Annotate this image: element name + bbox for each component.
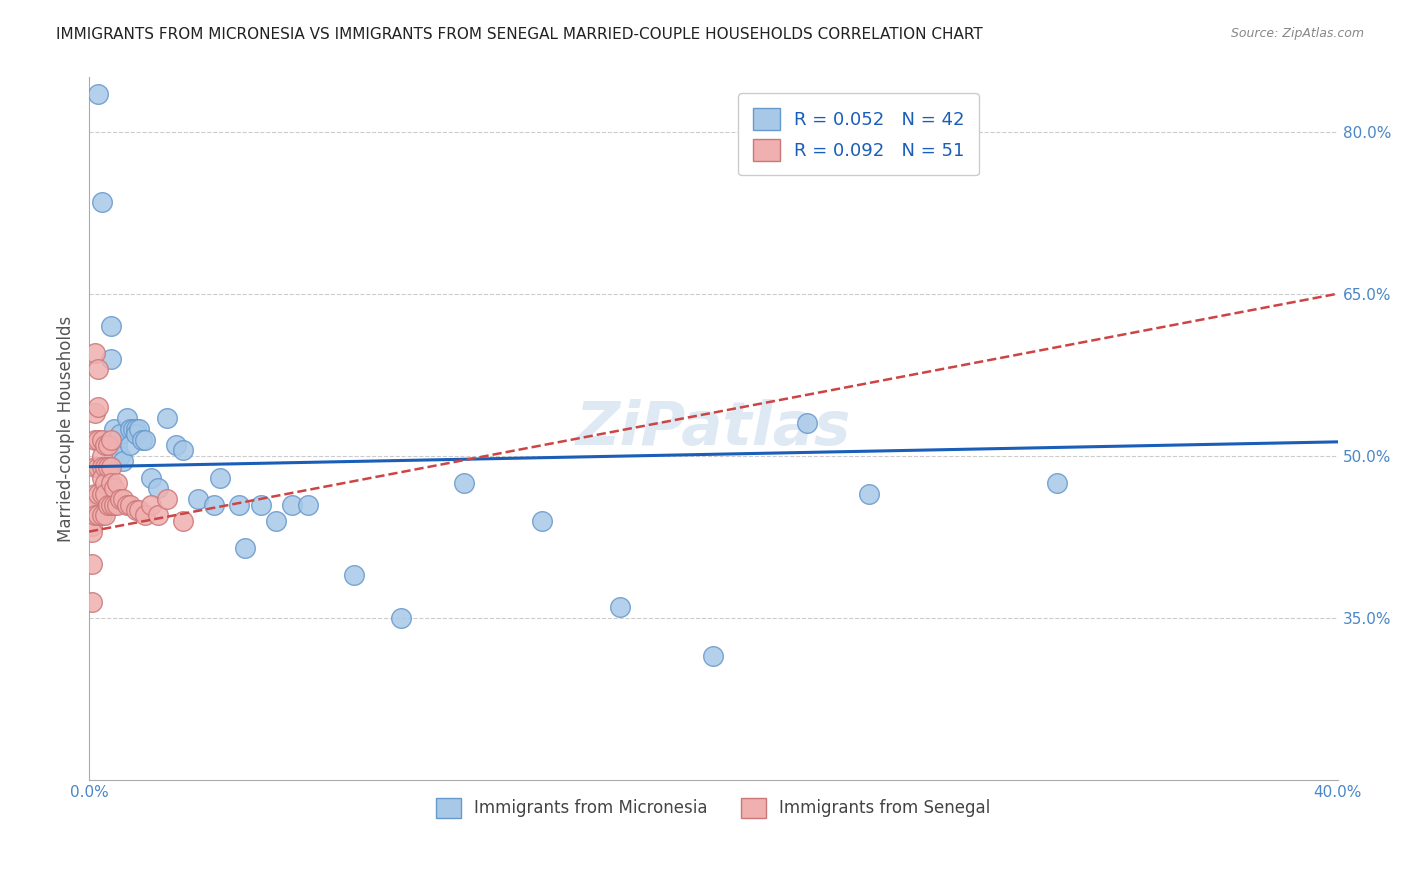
Point <box>134 508 156 523</box>
Point <box>112 454 135 468</box>
Point <box>146 481 169 495</box>
Point <box>228 498 250 512</box>
Point <box>156 492 179 507</box>
Point <box>141 498 163 512</box>
Point <box>166 438 188 452</box>
Point <box>87 433 110 447</box>
Point <box>297 498 319 512</box>
Point <box>134 433 156 447</box>
Point <box>156 411 179 425</box>
Point <box>100 498 122 512</box>
Text: IMMIGRANTS FROM MICRONESIA VS IMMIGRANTS FROM SENEGAL MARRIED-COUPLE HOUSEHOLDS : IMMIGRANTS FROM MICRONESIA VS IMMIGRANTS… <box>56 27 983 42</box>
Point <box>82 498 104 512</box>
Point <box>249 498 271 512</box>
Point <box>453 475 475 490</box>
Point <box>103 481 125 495</box>
Point <box>84 487 107 501</box>
Point <box>105 438 128 452</box>
Point <box>93 508 115 523</box>
Point <box>110 449 132 463</box>
Point <box>103 422 125 436</box>
Text: Source: ZipAtlas.com: Source: ZipAtlas.com <box>1230 27 1364 40</box>
Point <box>118 422 141 436</box>
Point <box>82 557 104 571</box>
Point <box>110 427 132 442</box>
Point <box>128 422 150 436</box>
Point <box>84 433 107 447</box>
Point <box>87 87 110 101</box>
Point <box>100 459 122 474</box>
Point <box>100 433 122 447</box>
Point <box>100 319 122 334</box>
Point <box>343 567 366 582</box>
Legend: Immigrants from Micronesia, Immigrants from Senegal: Immigrants from Micronesia, Immigrants f… <box>429 791 997 825</box>
Point <box>97 498 120 512</box>
Text: ZiPatlas: ZiPatlas <box>575 400 851 458</box>
Point <box>105 475 128 490</box>
Point <box>93 438 115 452</box>
Y-axis label: Married-couple Households: Married-couple Households <box>58 316 75 542</box>
Point <box>266 514 288 528</box>
Point <box>84 508 107 523</box>
Point <box>172 443 194 458</box>
Point <box>93 487 115 501</box>
Point <box>90 487 112 501</box>
Point <box>118 498 141 512</box>
Point <box>110 492 132 507</box>
Point <box>131 433 153 447</box>
Point <box>530 514 553 528</box>
Point <box>90 508 112 523</box>
Point <box>90 433 112 447</box>
Point <box>105 498 128 512</box>
Point <box>100 475 122 490</box>
Point <box>97 438 120 452</box>
Point <box>97 459 120 474</box>
Point <box>87 401 110 415</box>
Point <box>90 459 112 474</box>
Point <box>93 459 115 474</box>
Point <box>125 503 148 517</box>
Point <box>87 508 110 523</box>
Point <box>128 503 150 517</box>
Point <box>90 194 112 209</box>
Point <box>112 492 135 507</box>
Point <box>141 470 163 484</box>
Point <box>84 459 107 474</box>
Point <box>90 470 112 484</box>
Point <box>202 498 225 512</box>
Point <box>103 498 125 512</box>
Point <box>121 422 143 436</box>
Point <box>389 611 412 625</box>
Point <box>125 427 148 442</box>
Point <box>187 492 209 507</box>
Point <box>1046 475 1069 490</box>
Point <box>90 449 112 463</box>
Point <box>82 519 104 533</box>
Point <box>858 487 880 501</box>
Point <box>82 524 104 539</box>
Point <box>209 470 232 484</box>
Point <box>172 514 194 528</box>
Point <box>87 487 110 501</box>
Point <box>84 406 107 420</box>
Point <box>82 595 104 609</box>
Point <box>233 541 256 555</box>
Point <box>609 600 631 615</box>
Point <box>115 498 138 512</box>
Point <box>93 475 115 490</box>
Point <box>100 351 122 366</box>
Point <box>796 417 818 431</box>
Point <box>115 411 138 425</box>
Point <box>84 498 107 512</box>
Point <box>125 422 148 436</box>
Point <box>281 498 304 512</box>
Point <box>103 449 125 463</box>
Point <box>702 648 724 663</box>
Point <box>87 362 110 376</box>
Point <box>146 508 169 523</box>
Point <box>84 346 107 360</box>
Point <box>87 459 110 474</box>
Point <box>118 438 141 452</box>
